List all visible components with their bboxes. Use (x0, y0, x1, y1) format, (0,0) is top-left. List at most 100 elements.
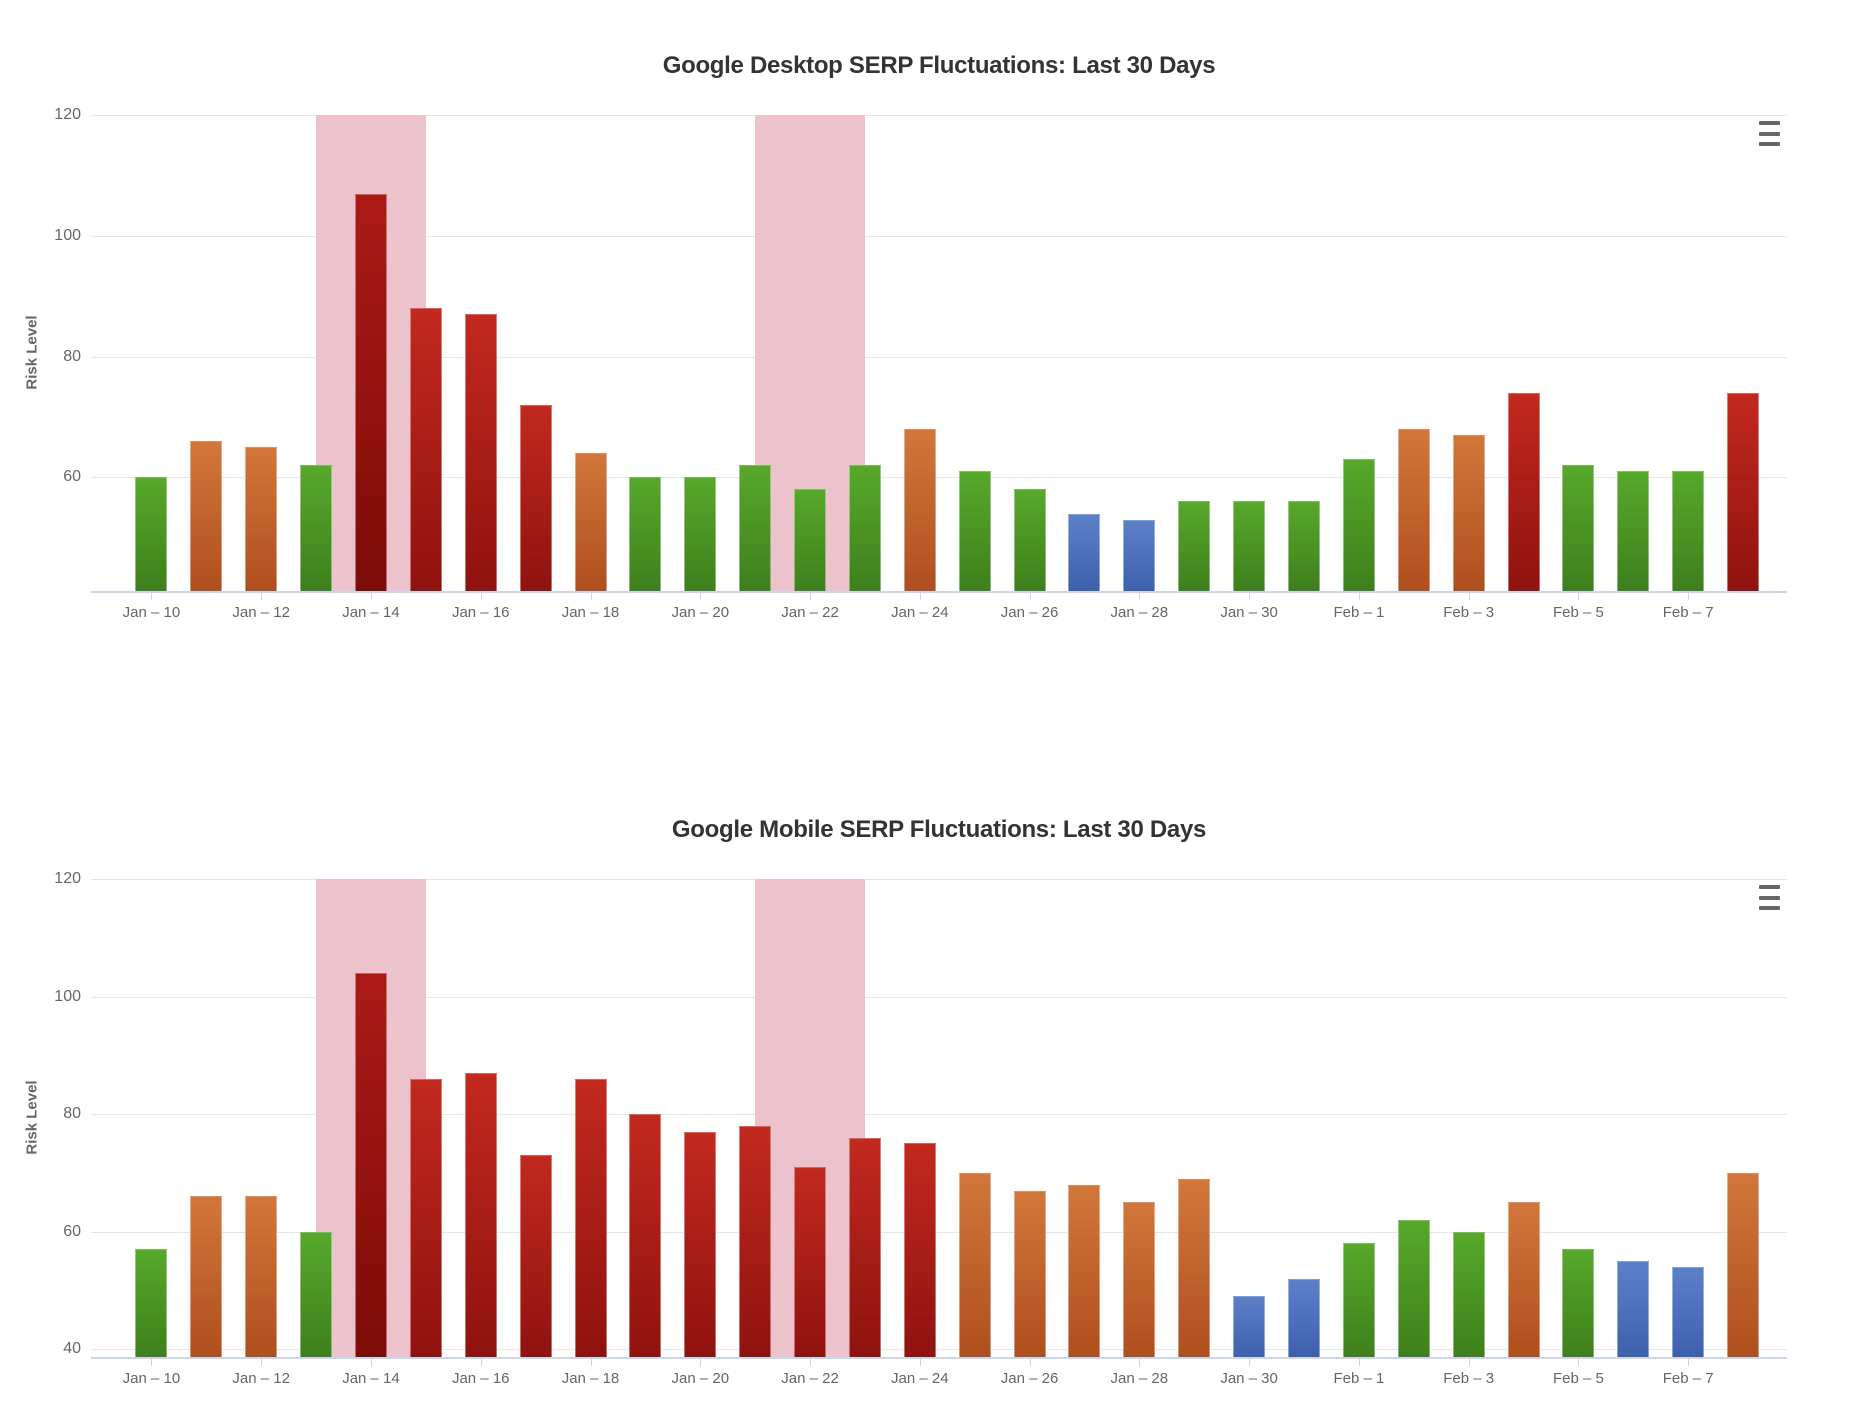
y-axis-tick-label: 40 (63, 1340, 81, 1358)
risk-bar-Jan23[interactable] (848, 465, 881, 592)
risk-bar-Jan28[interactable] (1123, 519, 1156, 592)
risk-bar-Jan28[interactable] (1123, 1202, 1156, 1358)
risk-bar-Feb8[interactable] (1727, 392, 1760, 592)
chart-context-menu-button[interactable] (1759, 121, 1782, 146)
risk-bar-Jan15[interactable] (409, 1078, 442, 1358)
x-axis-tick-label: Feb – 1 (1333, 1370, 1385, 1387)
x-axis-tick-label: Jan – 24 (891, 1370, 949, 1387)
risk-bar-Feb3[interactable] (1452, 1231, 1485, 1358)
risk-bar-Jan18[interactable] (574, 453, 607, 592)
gridline-y-80 (91, 1114, 1787, 1116)
risk-bar-Jan24[interactable] (903, 1143, 936, 1358)
x-axis-tick (1249, 593, 1251, 600)
risk-bar-Jan14[interactable] (354, 193, 387, 592)
risk-bar-Jan24[interactable] (903, 428, 936, 592)
risk-bar-Jan21[interactable] (739, 1125, 772, 1358)
gridline-y-120 (91, 879, 1787, 880)
x-axis-tick-label: Jan – 16 (451, 1370, 510, 1387)
y-axis-tick-label: 120 (54, 106, 81, 123)
gridline-y-120 (91, 115, 1787, 116)
risk-bar-Jan26[interactable] (1013, 1190, 1046, 1358)
risk-bar-Jan29[interactable] (1178, 1178, 1211, 1358)
risk-bar-Feb1[interactable] (1342, 459, 1375, 592)
y-axis-tick-label: 60 (63, 1222, 81, 1240)
risk-bar-Jan16[interactable] (464, 1072, 497, 1358)
risk-bar-Feb1[interactable] (1342, 1243, 1375, 1358)
risk-bar-Jan21[interactable] (739, 465, 772, 592)
risk-bar-Feb7[interactable] (1672, 1266, 1705, 1358)
x-axis-tick (480, 1359, 482, 1366)
risk-bar-Jan18[interactable] (574, 1078, 607, 1358)
x-axis-tick (151, 1359, 153, 1366)
x-axis-tick (1688, 1359, 1690, 1366)
risk-bar-Jan20[interactable] (684, 477, 717, 592)
risk-bar-Jan10[interactable] (135, 477, 168, 592)
risk-bar-Feb2[interactable] (1397, 1219, 1430, 1358)
risk-bar-Jan17[interactable] (519, 404, 552, 592)
x-axis-tick-label: Jan – 28 (1110, 604, 1169, 621)
x-axis-tick-label: Jan – 10 (122, 604, 181, 621)
risk-bar-Jan26[interactable] (1013, 489, 1046, 592)
hamburger-menu-icon-line (1759, 142, 1780, 146)
risk-bar-Jan16[interactable] (464, 314, 497, 592)
x-axis-tick (370, 1359, 372, 1366)
risk-bar-Jan15[interactable] (409, 308, 442, 592)
risk-bar-Jan25[interactable] (958, 1172, 991, 1358)
risk-bar-Jan25[interactable] (958, 471, 991, 592)
risk-bar-Jan30[interactable] (1233, 1296, 1266, 1358)
risk-bar-Jan22[interactable] (794, 489, 827, 592)
risk-bar-Feb4[interactable] (1507, 392, 1540, 592)
x-axis-tick-label: Jan – 14 (342, 1370, 400, 1387)
risk-bar-Feb2[interactable] (1397, 428, 1430, 592)
risk-bar-Feb6[interactable] (1617, 1261, 1650, 1358)
risk-bar-Jan27[interactable] (1068, 1184, 1101, 1358)
x-axis-tick (919, 1359, 921, 1366)
y-axis-tick-label: 80 (63, 347, 81, 365)
risk-bar-Jan12[interactable] (245, 1196, 278, 1358)
x-axis-tick-label: Jan – 10 (122, 1370, 181, 1387)
risk-bar-Feb4[interactable] (1507, 1202, 1540, 1358)
x-axis-tick (151, 593, 153, 600)
y-axis-tick-label: 100 (54, 987, 81, 1005)
risk-bar-Feb5[interactable] (1562, 1249, 1595, 1358)
x-axis-tick (919, 593, 921, 600)
risk-bar-Jan14[interactable] (354, 973, 387, 1358)
risk-bar-Jan29[interactable] (1178, 501, 1211, 592)
x-axis-tick (261, 593, 263, 600)
y-axis-tick-label: 80 (63, 1105, 81, 1123)
risk-bar-Jan19[interactable] (629, 1114, 662, 1358)
risk-bar-Jan19[interactable] (629, 477, 662, 592)
y-axis-tick-label: 60 (63, 468, 81, 486)
risk-bar-Feb3[interactable] (1452, 435, 1485, 592)
x-axis-tick-label: Feb – 7 (1662, 604, 1714, 621)
risk-bar-Jan31[interactable] (1287, 501, 1320, 592)
risk-bar-Jan13[interactable] (300, 1231, 333, 1358)
x-axis-tick-label: Feb – 3 (1443, 1370, 1495, 1387)
risk-bar-Jan11[interactable] (190, 1196, 223, 1358)
risk-bar-Feb5[interactable] (1562, 465, 1595, 592)
risk-bar-Jan22[interactable] (794, 1167, 827, 1358)
y-axis-tick-label: 100 (54, 226, 81, 244)
x-axis-tick-label: Jan – 28 (1110, 1370, 1169, 1387)
x-axis-tick-label: Jan – 14 (342, 604, 400, 621)
risk-bar-Feb8[interactable] (1727, 1172, 1760, 1358)
x-axis-tick (590, 593, 592, 600)
risk-bar-Jan17[interactable] (519, 1155, 552, 1358)
risk-bar-Jan27[interactable] (1068, 513, 1101, 592)
risk-bar-Jan11[interactable] (190, 441, 223, 592)
risk-bar-Feb6[interactable] (1617, 471, 1650, 592)
risk-bar-Jan13[interactable] (300, 465, 333, 592)
chart-context-menu-button[interactable] (1759, 885, 1782, 910)
x-axis-tick-label: Jan – 30 (1220, 604, 1278, 621)
risk-bar-Jan10[interactable] (135, 1249, 168, 1358)
chart-title: Google Mobile SERP Fluctuations: Last 30… (671, 816, 1207, 843)
risk-bar-Jan20[interactable] (684, 1131, 717, 1358)
risk-bar-Jan12[interactable] (245, 447, 278, 592)
risk-bar-Feb7[interactable] (1672, 471, 1705, 592)
risk-bar-Jan23[interactable] (848, 1137, 881, 1358)
x-axis-tick (1249, 1359, 1251, 1366)
x-axis-tick-label: Jan – 16 (451, 604, 510, 621)
risk-bar-Jan31[interactable] (1287, 1278, 1320, 1358)
risk-bar-Jan30[interactable] (1233, 501, 1266, 592)
